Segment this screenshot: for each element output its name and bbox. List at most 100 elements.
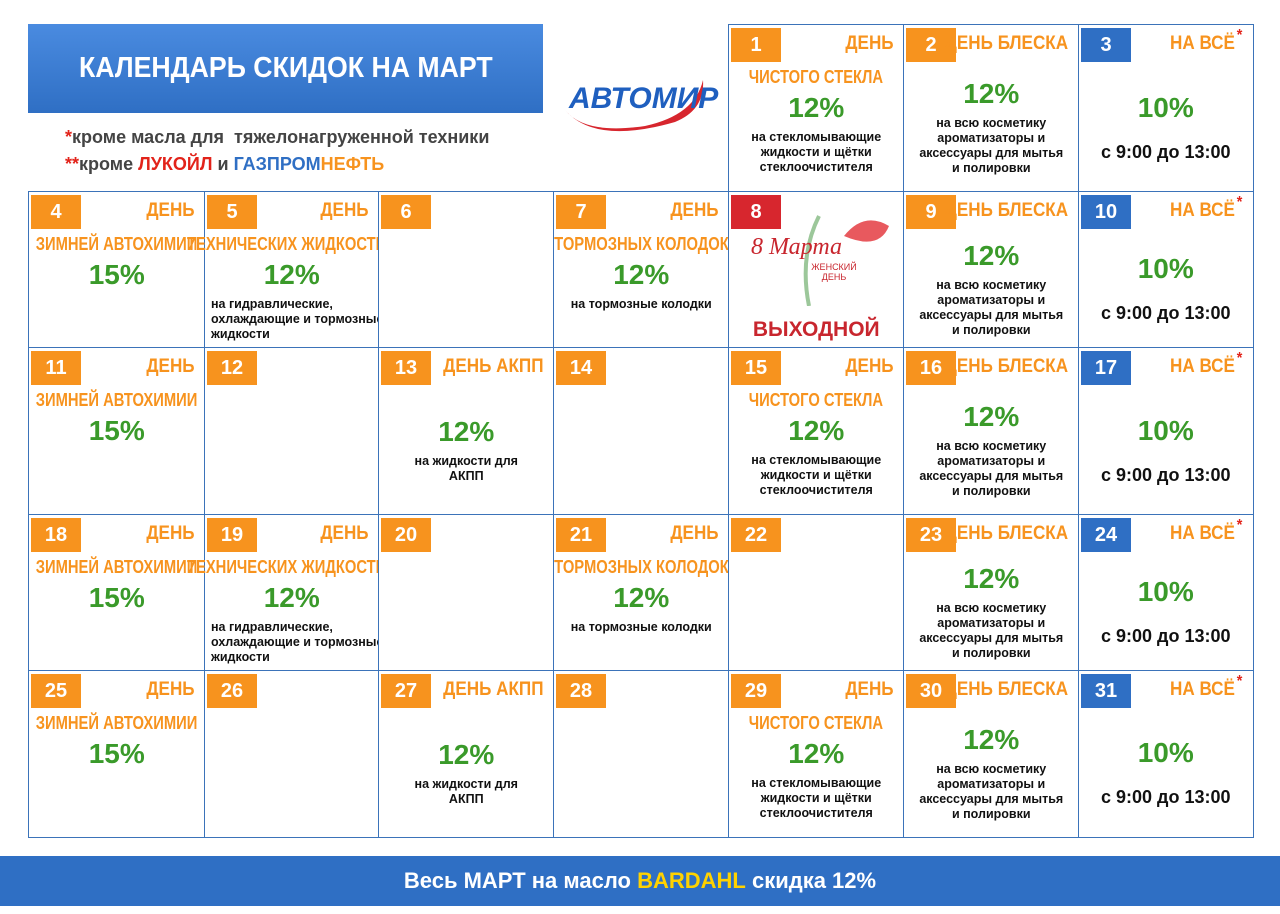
day-subtitle: ЗИМНЕЙ АВТОХИМИИ [35, 234, 198, 254]
description-line: на тормозные колодки [570, 620, 712, 634]
cell-content: 10% с 9:00 до 13:00 [1079, 709, 1253, 833]
description-line: на стекломывающие [751, 776, 882, 790]
description-line: на стекломывающие [751, 130, 882, 144]
day-cell: 2 ДЕНЬ БЛЕСКА 12% на всю косметику ароматиза… [903, 24, 1080, 193]
discount: 12% [263, 582, 320, 613]
description-line: ароматизаторы и [937, 454, 1046, 469]
description: на всю косметику ароматизаторы и аксессуар… [919, 439, 1063, 499]
day-cell: 13 ДЕНЬ АКПП 12% на жидкости для АКПП [378, 347, 555, 516]
day-cell: 8 8 Марта ЖЕНСКИЙ ДЕНЬ ВЫХОДНОЙ [728, 191, 905, 349]
description-line: аксессуары для мытья [919, 146, 1064, 161]
cell-content: ТЕХНИЧЕСКИХ ЖИДКОСТЕЙ 12% на гидравлически… [187, 553, 396, 667]
day-badge: 9 [906, 195, 956, 229]
day-cell: 14 [553, 347, 730, 516]
description-line: на тормозные колодки [570, 297, 712, 311]
day-heading: ДЕНЬ [146, 523, 195, 544]
day-badge: 1 [731, 28, 781, 62]
day-badge: 29 [731, 674, 781, 708]
discount: 12% [788, 738, 845, 769]
day-badge: 6 [381, 195, 431, 229]
logo: АВТОМИР [555, 60, 718, 140]
day-heading: ДЕНЬ [146, 200, 195, 221]
day-cell: 18 ДЕНЬ ЗИМНЕЙ АВТОХИМИИ 15% [28, 514, 206, 672]
description-line: на жидкости для [414, 454, 518, 469]
day-badge: 31 [1081, 674, 1131, 708]
day-badge: 14 [556, 351, 606, 385]
day-badge: 15 [731, 351, 781, 385]
day-badge: 12 [207, 351, 257, 385]
day-subtitle: ТЕХНИЧЕСКИХ ЖИДКОСТЕЙ [187, 557, 397, 577]
discount: 12% [963, 78, 1020, 110]
day-heading: ДЕНЬ БЛЕСКА [945, 523, 1069, 544]
day-cell: 23 ДЕНЬ БЛЕСКА 12% на всю косметику ароматиз… [903, 514, 1080, 672]
description-line: стеклоочистителя [759, 806, 873, 820]
day-badge: 10 [1081, 195, 1131, 229]
discount: 12% [613, 582, 670, 613]
discount: 15% [88, 415, 145, 446]
day-badge: 22 [731, 518, 781, 552]
day-cell: 25 ДЕНЬ ЗИМНЕЙ АВТОХИМИИ 15% [28, 670, 206, 838]
hours: с 9:00 до 13:00 [1101, 303, 1231, 324]
note-part: кроме [79, 154, 139, 174]
cell-content: 12% на жидкости для АКПП [379, 386, 554, 511]
flower [803, 215, 889, 306]
description-line: АКПП [448, 469, 484, 484]
description-line: стеклоочистителя [759, 483, 873, 497]
description-line: и полировки [951, 806, 1031, 821]
cell-content: ТОРМОЗНЫХ КОЛОДОК 12% на тормозные колодки [554, 553, 729, 667]
cell-content: ЗИМНЕЙ АВТОХИМИИ 15% [29, 709, 205, 833]
day-subtitle: ЧИСТОГО СТЕКЛА [749, 713, 884, 733]
day-cell: 17 НА ВСЁ * 10% с 9:00 до 13:00 [1078, 347, 1254, 516]
description: на стекломывающие жидкости и щётки стеклоо… [751, 453, 881, 498]
description-line: охлаждающие и тормозные [211, 312, 384, 326]
description: на всю косметику ароматизаторы и аксессуар… [919, 116, 1063, 176]
day-cell: 1 ДЕНЬ ЧИСТОГО СТЕКЛА 12% на стекломывающие ж… [728, 24, 905, 193]
day-heading: ДЕНЬ БЛЕСКА [945, 679, 1069, 700]
note-part: ЛУКОЙЛ [138, 154, 213, 174]
description: на всю косметику ароматизаторы и аксессуар… [919, 762, 1063, 822]
footer-part: скидка 12% [745, 868, 877, 893]
description-line: на всю косметику [936, 116, 1047, 131]
description: на жидкости для АКПП [415, 777, 518, 807]
description-line: и полировки [951, 322, 1031, 337]
day-cell: 24 НА ВСЁ * 10% с 9:00 до 13:00 [1078, 514, 1254, 672]
hours: с 9:00 до 13:00 [1101, 141, 1231, 162]
day-cell: 10 НА ВСЁ * 10% с 9:00 до 13:00 [1078, 191, 1254, 349]
logo-text: АВТОМИР [569, 82, 719, 115]
description-line: жидкости [211, 327, 270, 341]
cell-content: ЧИСТОГО СТЕКЛА 12% на стекломывающие жидкос… [729, 709, 904, 833]
day-heading: ДЕНЬ [670, 200, 719, 221]
description-line: аксессуары для мытья [919, 630, 1064, 645]
day-badge: 17 [1081, 351, 1131, 385]
description-line: ароматизаторы и [937, 776, 1046, 791]
day-badge: 2 [906, 28, 956, 62]
day-badge: 23 [906, 518, 956, 552]
discount: 15% [88, 582, 145, 613]
cell-content: ЗИМНЕЙ АВТОХИМИИ 15% [29, 230, 205, 344]
description-line: на гидравлические, [211, 620, 333, 634]
description: на стекломывающие жидкости и щётки стеклоо… [751, 130, 881, 175]
day-cell: 20 [378, 514, 555, 672]
day-badge: 26 [207, 674, 257, 708]
day-cell: 21 ДЕНЬ ТОРМОЗНЫХ КОЛОДОК 12% на тормозные к… [553, 514, 730, 672]
discount: 12% [438, 738, 495, 770]
asterisk: * [1236, 350, 1243, 367]
day-badge: 16 [906, 351, 956, 385]
art-sub: ЖЕНСКИЙ ДЕНЬ [811, 262, 857, 282]
discount: 10% [1137, 414, 1194, 446]
cell-content: ЧИСТОГО СТЕКЛА 12% на стекломывающие жидкос… [729, 63, 904, 188]
day-cell: 3 НА ВСЁ * 10% с 9:00 до 13:00 [1078, 24, 1254, 193]
description: на гидравлические, охлаждающие и тормозны… [211, 297, 383, 342]
discount: 10% [1137, 91, 1194, 123]
description-line: на всю косметику [936, 761, 1047, 776]
day-heading: ДЕНЬ АКПП [443, 679, 544, 700]
day-heading: ДЕНЬ [146, 679, 195, 700]
cell-content: ТОРМОЗНЫХ КОЛОДОК 12% на тормозные колодки [554, 230, 729, 344]
day-cell: 28 [553, 670, 730, 838]
discount: 12% [963, 239, 1020, 271]
day-cell: 22 [728, 514, 905, 672]
description-line: стеклоочистителя [759, 160, 873, 174]
day-heading: ДЕНЬ АКПП [443, 356, 544, 377]
footer-bar: Весь МАРТ на масло BARDAHL скидка 12% [0, 856, 1280, 906]
